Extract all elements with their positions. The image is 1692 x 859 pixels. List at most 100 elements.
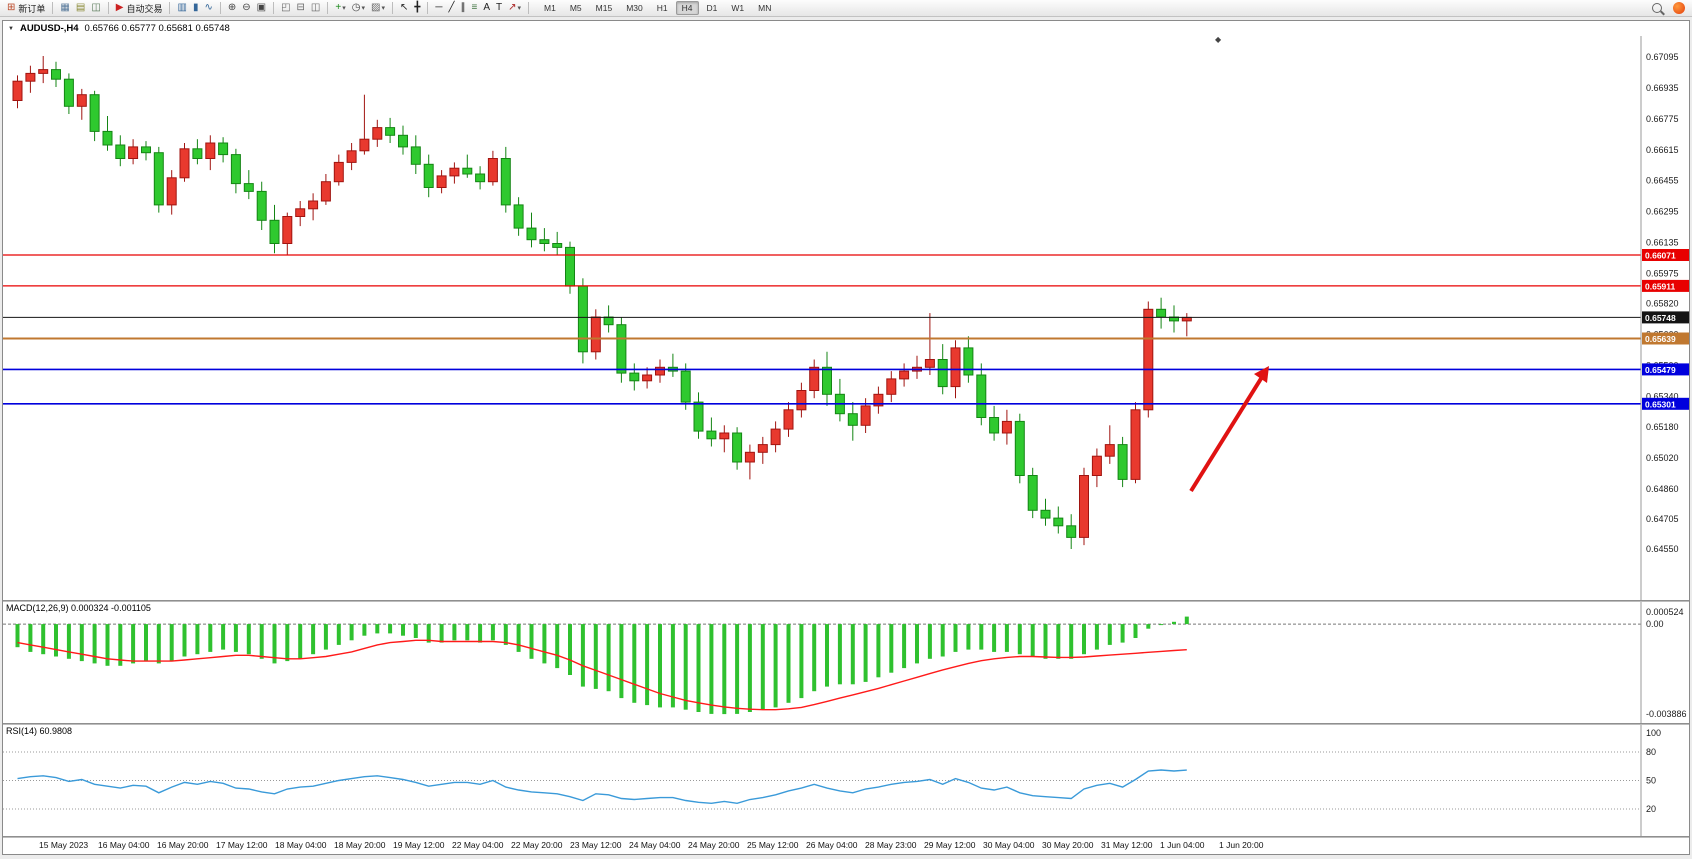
chevron-down-icon: ▾ xyxy=(381,5,385,12)
time-label: 1 Jun 20:00 xyxy=(1219,840,1264,850)
time-axis[interactable]: 15 May 2023 16 May 04:00 16 May 20:00 17 Ma… xyxy=(3,838,1689,854)
time-label: 24 May 04:00 xyxy=(629,840,681,850)
channel-button[interactable]: ∥ xyxy=(458,1,469,15)
tile-vertical-button[interactable]: ◫ xyxy=(308,1,323,15)
time-label: 16 May 20:00 xyxy=(157,840,209,850)
cursor-button[interactable]: ↖ xyxy=(397,1,411,15)
chart-symbol: AUDUSD-,H4 xyxy=(19,23,79,34)
horizontal-line-065301-price-tag: 0.65301 xyxy=(1642,397,1689,410)
toolbar-separator xyxy=(391,2,393,14)
tile-windows-icon: ▣ xyxy=(256,2,267,13)
rsi-pane[interactable]: 100 80 50 20 RSI(14) 60.9808 xyxy=(3,725,1689,836)
chevron-down-icon: ▾ xyxy=(361,5,365,12)
chart-menu-triangle-icon[interactable]: ▼ xyxy=(8,25,14,32)
timeframe-m5-button[interactable]: M5 xyxy=(569,3,582,13)
rsi-svg: 100 80 50 20 xyxy=(3,725,1661,836)
svg-text:0.65975: 0.65975 xyxy=(1646,269,1679,279)
time-label: 15 May 2023 xyxy=(39,840,89,850)
horizontal-line-065639-price-tag: 0.65639 xyxy=(1642,332,1689,345)
timeframe-h1-button[interactable]: H1 xyxy=(656,3,668,13)
indicators-button[interactable]: + ▾ xyxy=(332,1,348,15)
toolbar: ⊞ 新订单 ▦ ▤ ◫ ▶ 自动交易 ▥ ▮ ∿ ⊕ ⊖ ▣ ◰ ⊟ ◫ + ▾ ◷ ▾ ▨ ▾ ↖ ╋ ─ ╱ ∥ ≡ A T ↗ ▾ M1 M… xyxy=(0,0,1692,17)
time-label: 17 May 12:00 xyxy=(216,840,268,850)
main-chart-svg: 0.67095 0.66935 0.66775 0.66615 0.66455 0.662… xyxy=(3,36,1689,600)
time-label: 18 May 20:00 xyxy=(334,840,386,850)
macd-svg: 0.000524 0.00 -0.003886 xyxy=(3,602,1687,723)
svg-text:0.66615: 0.66615 xyxy=(1646,145,1679,155)
crosshair-button[interactable]: ╋ xyxy=(411,1,423,15)
new-order-button[interactable]: ⊞ 新订单 xyxy=(4,1,48,15)
timeframe-m1-button[interactable]: M1 xyxy=(544,3,556,13)
macd-pane[interactable]: 0.000524 0.00 -0.003886 MACD(12,26,9) 0.00… xyxy=(3,602,1689,723)
time-label: 22 May 20:00 xyxy=(511,840,563,850)
hline-button[interactable]: ─ xyxy=(432,1,445,15)
text-button[interactable]: A xyxy=(480,1,493,15)
cascade-windows-button[interactable]: ◰ xyxy=(278,1,293,15)
time-label: 31 May 12:00 xyxy=(1101,840,1153,850)
search-button[interactable] xyxy=(1649,1,1665,15)
cascade-windows-icon: ◰ xyxy=(281,2,291,13)
horizontal-line-066071-price-tag: 0.66071 xyxy=(1642,249,1689,261)
template-icon: ▨ xyxy=(370,2,381,13)
svg-text:50: 50 xyxy=(1646,776,1656,786)
svg-text:0.64550: 0.64550 xyxy=(1646,544,1679,554)
timeframe-m15-button[interactable]: M15 xyxy=(595,3,613,13)
time-label: 25 May 12:00 xyxy=(747,840,799,850)
toolbar-separator xyxy=(528,2,530,14)
bar-chart-button[interactable]: ▥ xyxy=(174,1,189,15)
profiles-button[interactable]: ▤ xyxy=(73,1,88,15)
profiles-icon: ▤ xyxy=(75,2,86,13)
notification-badge-icon[interactable] xyxy=(1673,2,1685,14)
time-label: 30 May 20:00 xyxy=(1042,840,1094,850)
tile-windows-button[interactable]: ▣ xyxy=(254,1,269,15)
svg-text:80: 80 xyxy=(1646,747,1656,757)
fibonacci-button[interactable]: ≡ xyxy=(469,1,481,15)
arrows-button[interactable]: ↗ ▾ xyxy=(505,1,524,15)
chart-window: ▼ AUDUSD-,H4 0.65766 0.65777 0.65681 0.6… xyxy=(2,20,1690,855)
crosshair-icon: ╋ xyxy=(414,2,421,13)
trendline-button[interactable]: ╱ xyxy=(445,1,457,15)
toolbar-separator xyxy=(427,2,429,14)
time-label: 29 May 12:00 xyxy=(924,840,976,850)
text-icon: A xyxy=(483,2,491,13)
charts-icon: ▦ xyxy=(60,2,70,13)
timeframe-h4-button[interactable]: H4 xyxy=(675,1,699,15)
time-label: 30 May 04:00 xyxy=(983,840,1035,850)
svg-text:0.66775: 0.66775 xyxy=(1646,114,1679,124)
timeframe-d1-button[interactable]: D1 xyxy=(706,3,718,13)
main-chart[interactable]: 0.67095 0.66935 0.66775 0.66615 0.66455 0.662… xyxy=(3,36,1689,600)
line-chart-button[interactable]: ∿ xyxy=(201,1,215,15)
trend-arrow-annotation[interactable] xyxy=(1189,366,1269,493)
timeframe-mn-button[interactable]: MN xyxy=(758,3,772,13)
pane-splitter[interactable] xyxy=(3,836,1689,838)
svg-text:0.65911: 0.65911 xyxy=(1645,281,1676,291)
clock-icon: ◷ xyxy=(351,2,361,13)
add-indicator-icon: + xyxy=(335,2,342,13)
time-label: 26 May 04:00 xyxy=(806,840,858,850)
periods-button[interactable]: ◷ ▾ xyxy=(349,1,368,15)
pane-splitter[interactable] xyxy=(3,600,1689,602)
time-label: 18 May 04:00 xyxy=(275,840,327,850)
timeframe-w1-button[interactable]: W1 xyxy=(731,3,745,13)
tile-horizontal-button[interactable]: ⊟ xyxy=(294,1,308,15)
chart-ohlc-values: 0.65766 0.65777 0.65681 0.65748 xyxy=(84,23,230,34)
trendline-icon: ╱ xyxy=(448,2,455,13)
metaeditor-button[interactable]: ◫ xyxy=(88,1,103,15)
candlestick-chart-button[interactable]: ▮ xyxy=(190,1,202,15)
chevron-down-icon: ▾ xyxy=(517,5,522,12)
zoom-in-button[interactable]: ⊕ xyxy=(225,1,239,15)
chart-shift-marker-icon[interactable]: ◆ xyxy=(1215,35,1222,44)
timeframe-m30-button[interactable]: M30 xyxy=(626,3,643,13)
svg-text:0.67095: 0.67095 xyxy=(1646,52,1679,62)
templates-button[interactable]: ▨ ▾ xyxy=(368,1,388,15)
autotrading-button[interactable]: ▶ 自动交易 xyxy=(113,1,166,15)
charts-button[interactable]: ▦ xyxy=(57,1,72,15)
zoom-out-button[interactable]: ⊖ xyxy=(239,1,253,15)
svg-text:0.65748: 0.65748 xyxy=(1645,313,1676,323)
label-button[interactable]: T xyxy=(493,1,505,15)
pane-splitter[interactable] xyxy=(3,723,1689,725)
svg-text:100: 100 xyxy=(1646,728,1661,738)
svg-text:0.65301: 0.65301 xyxy=(1645,399,1676,409)
svg-text:0.65820: 0.65820 xyxy=(1646,299,1679,309)
